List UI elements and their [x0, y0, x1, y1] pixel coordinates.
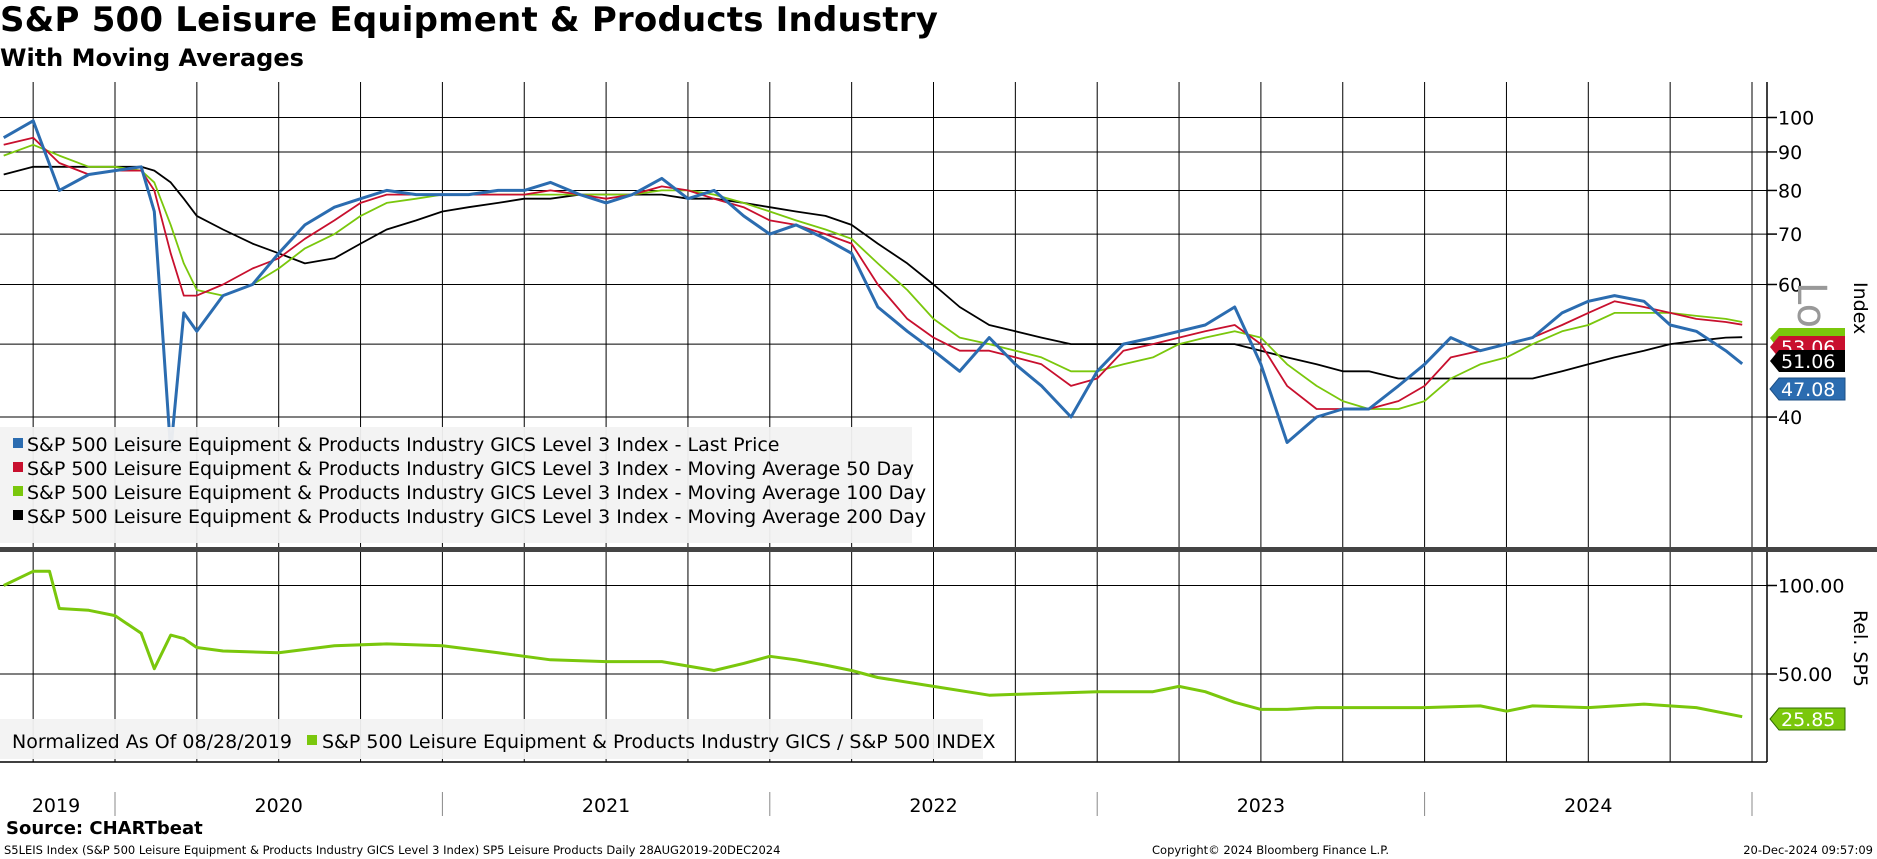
- main-legend-box: [0, 427, 912, 543]
- footer-description: S5LEIS Index (S&P 500 Leisure Equipment …: [4, 843, 781, 857]
- rel-legend-box: [0, 719, 983, 759]
- rel-legend-prefix: Normalized As Of 08/28/2019: [12, 731, 292, 753]
- x-tick-label: 2022: [909, 795, 957, 817]
- main-y-tick-label: 40: [1778, 407, 1802, 429]
- rel-y-axis-title: Rel. SP5: [1849, 610, 1871, 687]
- legend-entry: S&P 500 Leisure Equipment & Products Ind…: [27, 482, 926, 504]
- main-y-axis-title: Index: [1849, 282, 1871, 334]
- legend-entry: S&P 500 Leisure Equipment & Products Ind…: [27, 506, 926, 528]
- legend-layer: S&P 500 Leisure Equipment & Products Ind…: [0, 427, 996, 759]
- last-value-tag: [1770, 350, 1845, 372]
- series-line-0: [2, 119, 1744, 453]
- main-y-tick-label: 80: [1778, 180, 1802, 202]
- legend-entry: S&P 500 Leisure Equipment & Products Ind…: [27, 458, 914, 480]
- rel-y-tick-label: 100.00: [1778, 576, 1844, 598]
- source-label: Source: CHARTbeat: [6, 818, 203, 839]
- main-y-tick-label: 90: [1778, 142, 1802, 164]
- main-y-tick-label: 60: [1778, 274, 1802, 296]
- legend-entry: S&P 500 Leisure Equipment & Products Ind…: [27, 434, 780, 456]
- rel-last-value-tag-label: 25.85: [1781, 709, 1835, 731]
- rel-legend-swatch: [307, 735, 317, 745]
- footer-timestamp: 20-Dec-2024 09:57:09: [1743, 843, 1873, 857]
- footer-copyright: Copyright© 2024 Bloomberg Finance L.P.: [1152, 843, 1389, 857]
- rel-last-value-tag: [1769, 707, 1846, 731]
- legend-swatch: [13, 510, 23, 520]
- axis-layer: 2019 2020 2021 2022 2023 2024 40 60 70 80 90 100 50.…: [0, 82, 1877, 817]
- lines-layer: [2, 119, 1744, 719]
- relative-series-line: [3, 569, 1743, 719]
- x-tick-label: 2019: [32, 795, 80, 817]
- last-value-tag-label: 47.08: [1781, 379, 1835, 401]
- grid-layer: [0, 82, 1767, 762]
- panel-separator: [0, 547, 1877, 552]
- x-tick-label: 2020: [255, 795, 303, 817]
- page-title: S&P 500 Leisure Equipment & Products Ind…: [0, 0, 939, 40]
- main-y-tick-label: 70: [1778, 224, 1802, 246]
- page-subtitle: With Moving Averages: [0, 44, 304, 72]
- series-line-3: [3, 165, 1743, 380]
- rel-y-tick-label: 50.00: [1778, 664, 1832, 686]
- x-tick-label: 2023: [1237, 795, 1285, 817]
- legend-swatch: [13, 462, 23, 472]
- main-y-tick-label: 100: [1778, 108, 1814, 130]
- legend-swatch: [13, 438, 23, 448]
- last-value-tag-label: 51.06: [1781, 351, 1835, 373]
- rel-legend-entry: S&P 500 Leisure Equipment & Products Ind…: [322, 731, 996, 753]
- x-tick-label: 2024: [1564, 795, 1612, 817]
- last-value-tag: [1769, 377, 1846, 401]
- x-tick-label: 2021: [582, 795, 630, 817]
- series-line-1: [3, 136, 1743, 410]
- legend-swatch: [13, 486, 23, 496]
